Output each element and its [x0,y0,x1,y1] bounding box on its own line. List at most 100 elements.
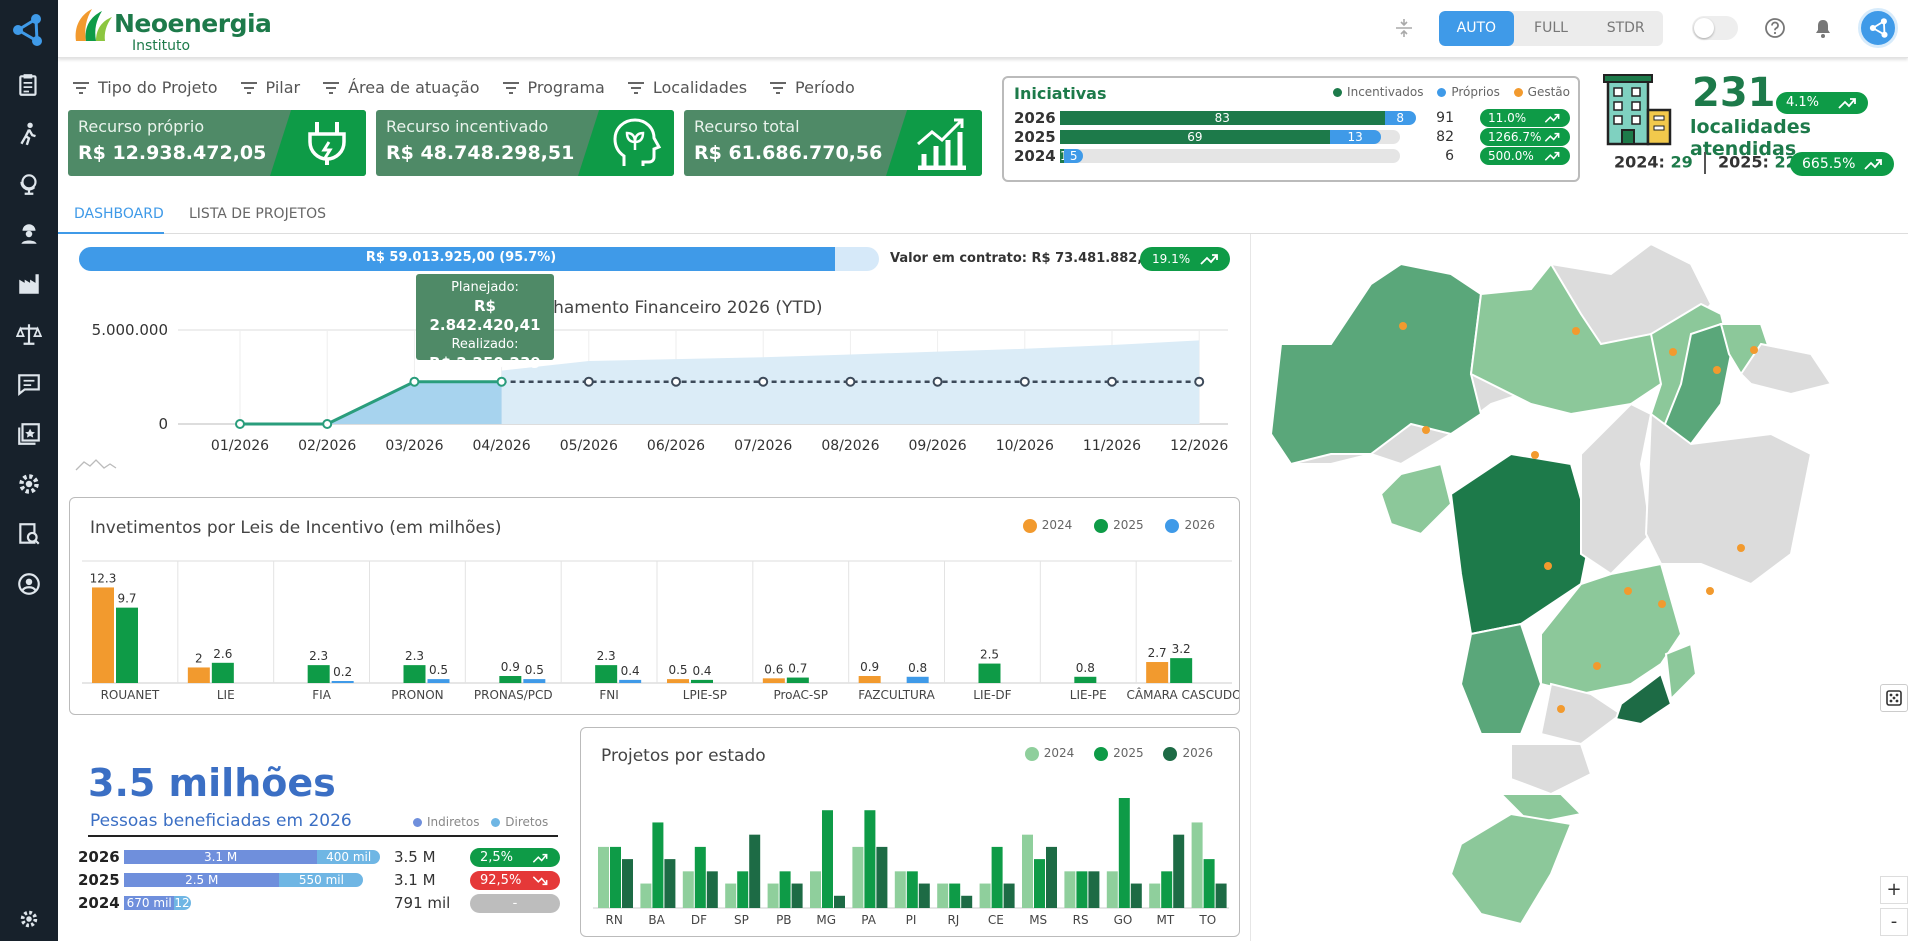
data-point[interactable] [932,376,943,387]
bar-2025[interactable] [779,871,791,908]
bar-2025[interactable] [786,677,809,683]
data-point[interactable] [758,376,769,387]
bar-2024[interactable] [1149,883,1161,908]
map-state-pr[interactable] [1510,743,1593,796]
hiking-icon[interactable] [16,121,42,147]
bar-2026[interactable] [1088,871,1100,908]
mode-stdr-button[interactable]: STDR [1606,20,1645,36]
bar-2024[interactable] [187,667,210,683]
bar-2026[interactable] [619,679,642,683]
bar-2025[interactable] [652,822,664,908]
map-state-rs[interactable] [1449,812,1573,926]
bar-2026[interactable] [1173,834,1185,908]
bar-2025[interactable] [595,665,618,683]
bar-2024[interactable] [858,676,881,683]
map-state-sc[interactable] [1498,793,1584,826]
filter-programa[interactable]: Programa [502,78,605,97]
clipboard-icon[interactable] [16,72,42,98]
bar-2026[interactable] [1003,883,1015,908]
notifications-icon[interactable] [1812,17,1834,39]
help-icon[interactable] [1764,17,1786,39]
bar-2024[interactable] [1064,871,1076,908]
bar-2024[interactable] [682,871,694,908]
settings-icon[interactable] [16,471,42,497]
bar-2026[interactable] [622,859,633,908]
bar-2025[interactable] [691,679,713,683]
bar-2024[interactable] [1022,834,1033,908]
bar-2025[interactable] [1076,871,1088,908]
bar-2024[interactable] [1146,662,1169,683]
bar-2026[interactable] [1046,846,1057,908]
bar-2024[interactable] [767,883,779,908]
bar-2025[interactable] [1170,658,1193,683]
bar-2024[interactable] [762,678,785,683]
bar-2025[interactable] [499,676,522,683]
data-point[interactable] [671,376,681,387]
bar-2026[interactable] [523,679,546,683]
user-avatar[interactable] [1858,8,1898,48]
bar-2024[interactable] [1191,822,1203,908]
bar-2024[interactable] [667,679,689,683]
map-state-rj[interactable] [1614,672,1673,726]
bar-2024[interactable] [598,846,609,908]
support-icon[interactable] [16,571,42,597]
data-point[interactable] [409,376,420,387]
bar-2025[interactable] [116,607,138,683]
bar-2025[interactable] [991,846,1003,908]
document-search-icon[interactable] [16,521,42,547]
bar-2024[interactable] [725,883,737,908]
bar-2026[interactable] [918,883,930,908]
bar-2025[interactable] [737,871,749,908]
brazil-map[interactable] [1251,234,1908,941]
bar-2025[interactable] [822,810,833,908]
map-state-ms[interactable] [1459,622,1543,735]
bar-2024[interactable] [937,883,949,908]
compress-icon[interactable] [1393,17,1415,39]
message-icon[interactable] [16,371,42,397]
bar-2024[interactable] [810,871,821,908]
theme-toggle[interactable] [1692,16,1738,40]
bar-2025[interactable] [949,883,961,908]
bar-2026[interactable] [1215,883,1227,908]
tab-lista-projetos[interactable]: LISTA DE PROJETOS [189,206,327,222]
map-state-ro[interactable] [1379,462,1453,536]
bar-2026[interactable] [749,834,761,908]
data-point[interactable] [845,376,856,387]
bar-2025[interactable] [1034,859,1045,908]
bar-2024[interactable] [640,883,652,908]
bar-2026[interactable] [331,681,354,683]
data-point[interactable] [235,419,245,429]
bar-2026[interactable] [664,859,676,908]
tab-dashboard[interactable]: DASHBOARD [74,206,164,222]
bar-2025[interactable] [307,665,330,683]
bar-2026[interactable] [906,676,929,683]
bar-2025[interactable] [694,846,706,908]
bar-2024[interactable] [1106,871,1118,908]
bar-2025[interactable] [1118,798,1130,908]
bar-2024[interactable] [979,883,991,908]
map-zoom-out-button[interactable]: - [1880,908,1908,936]
bar-2026[interactable] [961,895,973,908]
data-point[interactable] [1107,376,1117,387]
bar-2025[interactable] [1203,859,1215,908]
worker-icon[interactable] [16,221,42,247]
mode-auto-button[interactable]: AUTO [1439,11,1514,46]
data-point[interactable] [583,376,594,387]
map-state-ba[interactable] [1644,412,1813,586]
map-state-sp[interactable] [1539,682,1623,746]
scale-icon[interactable] [16,321,42,347]
bar-2026[interactable] [876,846,888,908]
bar-2025[interactable] [864,810,876,908]
bar-2026[interactable] [427,679,450,683]
filter-area-atuacao[interactable]: Área de atuação [322,78,480,97]
filter-pilar[interactable]: Pilar [240,78,300,97]
bar-2026[interactable] [834,895,845,908]
filter-periodo[interactable]: Período [769,78,855,97]
bar-2025[interactable] [610,846,621,908]
bar-2024[interactable] [894,871,906,908]
bar-2025[interactable] [403,665,426,683]
map-layer-button[interactable] [1880,684,1908,712]
map-zoom-in-button[interactable]: + [1880,876,1908,904]
map-state-es[interactable] [1664,642,1698,702]
filter-localidades[interactable]: Localidades [627,78,747,97]
